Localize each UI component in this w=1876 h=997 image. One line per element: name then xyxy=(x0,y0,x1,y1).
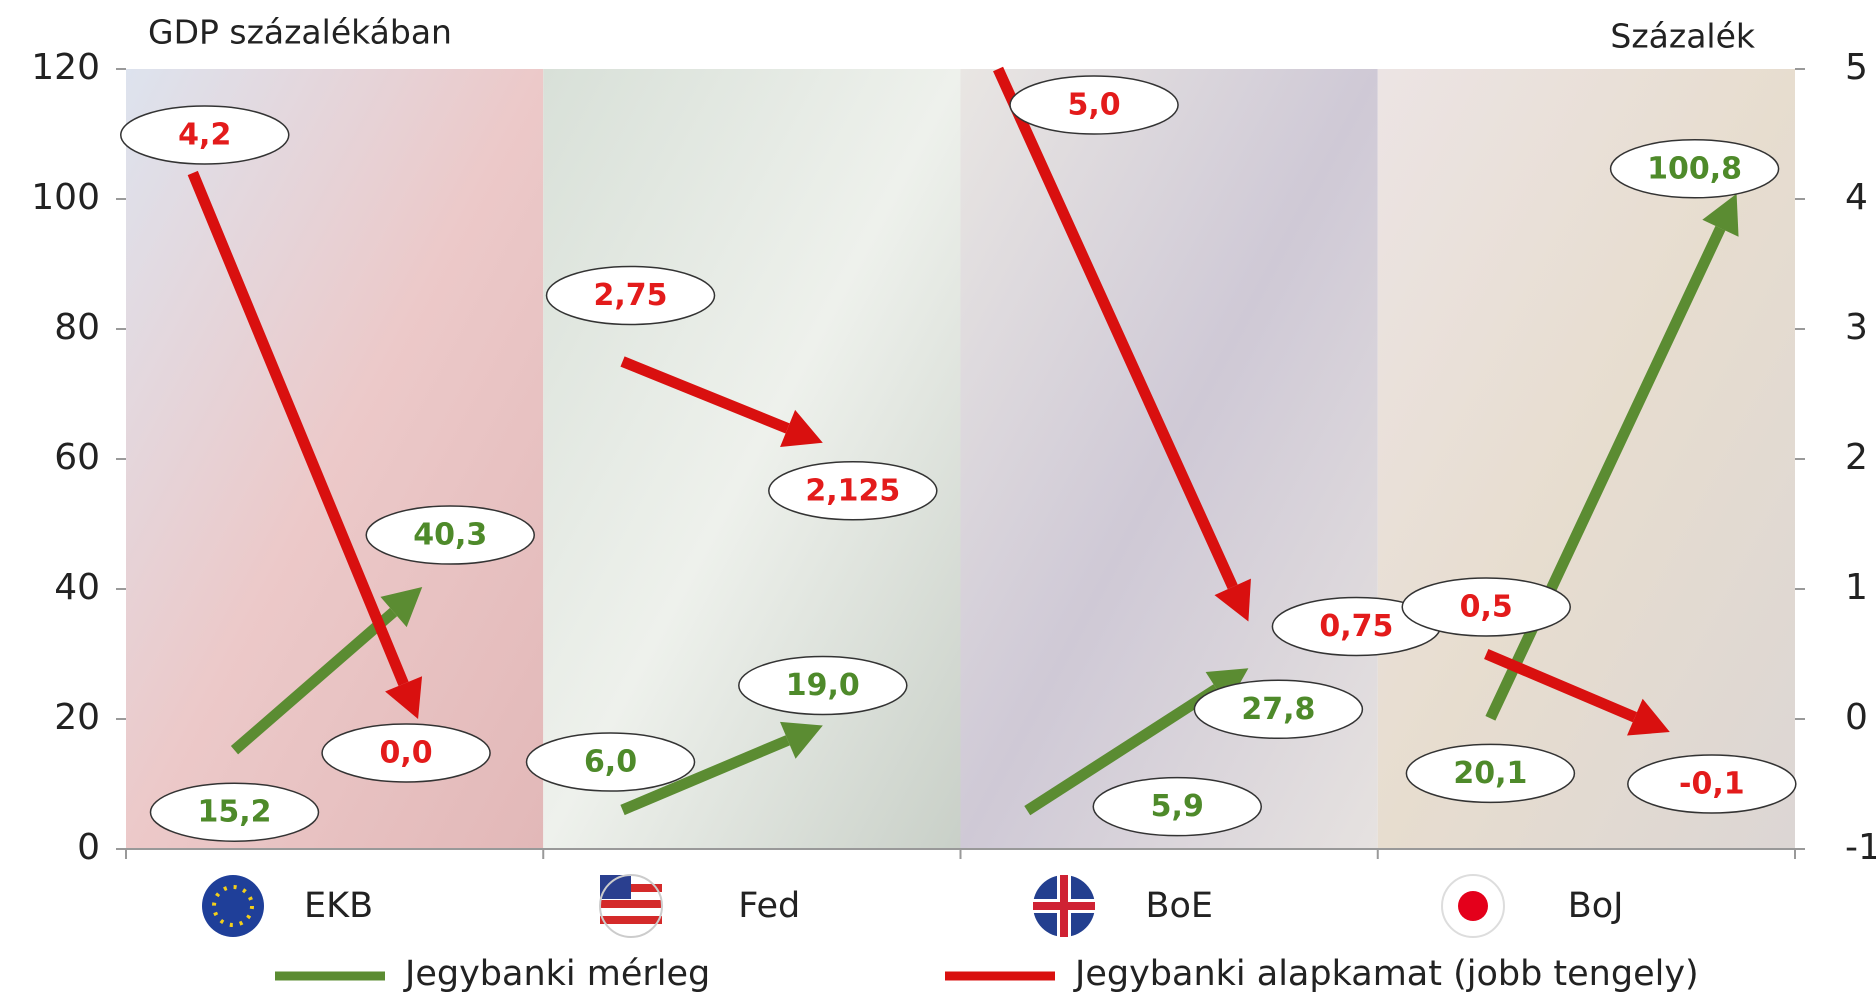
y2-tick-label: 4 xyxy=(1845,177,1868,218)
value-label: 27,8 xyxy=(1241,692,1315,727)
value-label: 100,8 xyxy=(1647,151,1742,186)
y-axis-title: GDP százalékában xyxy=(148,13,452,52)
value-label: 6,0 xyxy=(584,745,637,780)
y2-tick-label: 3 xyxy=(1845,307,1868,348)
value-label: 0,5 xyxy=(1460,590,1513,625)
eu-flag xyxy=(202,875,264,937)
y-tick-label: 40 xyxy=(54,567,100,608)
value-label: 15,2 xyxy=(197,795,271,830)
category-label: Fed xyxy=(738,886,800,926)
value-label: 2,75 xyxy=(594,278,668,313)
legend-label: Jegybanki mérleg xyxy=(403,954,710,993)
value-label: 5,0 xyxy=(1067,88,1120,123)
value-label: 20,1 xyxy=(1453,756,1527,791)
flags xyxy=(202,875,1504,937)
value-label: 4,2 xyxy=(178,118,231,153)
value-label: -0,1 xyxy=(1679,767,1745,802)
panel-background xyxy=(543,69,960,849)
y2-tick-label: 2 xyxy=(1845,437,1868,478)
legend-label: Jegybanki alapkamat (jobb tengely) xyxy=(1073,954,1699,993)
y2-axis-title: Százalék xyxy=(1610,17,1756,56)
value-label: 0,0 xyxy=(379,736,432,771)
y2-tick-label: 1 xyxy=(1845,567,1868,608)
category-label: EKB xyxy=(304,886,373,926)
y-tick-label: 0 xyxy=(77,827,100,868)
value-label: 0,75 xyxy=(1319,609,1393,644)
value-label: 2,125 xyxy=(805,473,900,508)
chart: GDP százalékában Százalék 02040608010012… xyxy=(0,0,1876,993)
category-label: BoE xyxy=(1146,886,1214,926)
y2-tick-label: 0 xyxy=(1845,697,1868,738)
japan-flag xyxy=(1442,875,1504,937)
y-tick-label: 80 xyxy=(54,307,100,348)
y-tick-label: 60 xyxy=(54,437,100,478)
y2-tick-label: -1 xyxy=(1845,827,1876,868)
uk-flag xyxy=(1033,875,1095,937)
us-flag xyxy=(600,875,662,937)
category-label: BoJ xyxy=(1568,886,1624,926)
y2-tick-label: 5 xyxy=(1845,47,1868,88)
y-tick-label: 120 xyxy=(31,47,100,88)
panel-background xyxy=(126,69,543,849)
value-label: 40,3 xyxy=(413,518,487,553)
value-label: 5,9 xyxy=(1151,789,1204,824)
y-tick-label: 20 xyxy=(54,697,100,738)
y-tick-label: 100 xyxy=(31,177,100,218)
value-label: 19,0 xyxy=(786,668,860,703)
